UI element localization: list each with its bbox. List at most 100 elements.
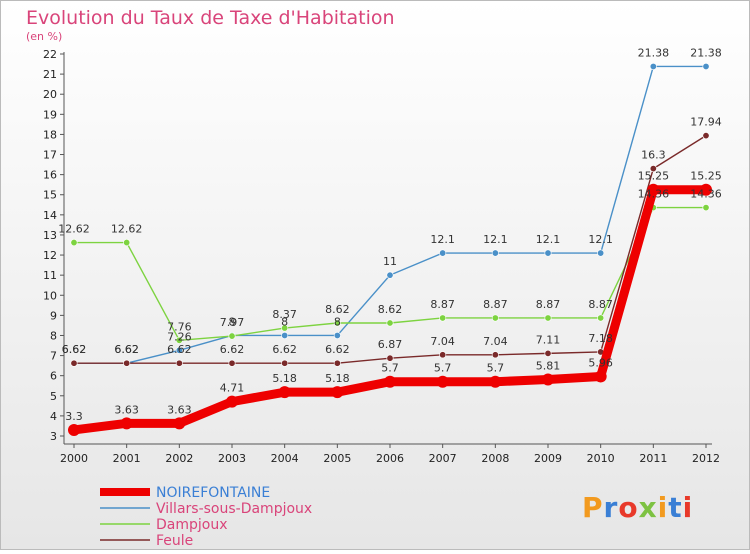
y-tick-label: 17 <box>43 149 57 162</box>
data-point-villars-sous-dampjoux <box>333 331 341 339</box>
x-tick-label: 2000 <box>60 452 88 465</box>
data-label-villars-sous-dampjoux: 12.1 <box>430 233 455 246</box>
data-label-feule: 7.18 <box>588 332 613 345</box>
data-label-dampjoux: 8.62 <box>325 303 350 316</box>
y-tick-label: 21 <box>43 68 57 81</box>
data-label-noirefontaine: 3.3 <box>65 410 83 423</box>
data-point-feule <box>333 359 341 367</box>
data-label-feule: 7.04 <box>483 335 508 348</box>
data-label-noirefontaine: 5.7 <box>381 362 399 375</box>
data-point-dampjoux <box>491 314 499 322</box>
legend-label: Dampjoux <box>156 517 228 533</box>
y-tick-label: 16 <box>43 169 57 182</box>
data-point-feule <box>228 359 236 367</box>
data-label-dampjoux: 8.87 <box>536 298 561 311</box>
legend-label: Feule <box>156 533 193 549</box>
data-point-feule <box>649 165 657 173</box>
x-tick-label: 2012 <box>692 452 720 465</box>
data-label-dampjoux: 12.62 <box>58 223 90 236</box>
y-tick-label: 4 <box>50 410 57 423</box>
series-layer <box>68 62 712 436</box>
x-tick-label: 2008 <box>481 452 509 465</box>
data-point-noirefontaine <box>436 375 449 388</box>
data-point-villars-sous-dampjoux <box>281 331 289 339</box>
data-point-noirefontaine <box>384 375 396 388</box>
data-point-dampjoux <box>544 314 552 322</box>
data-point-noirefontaine <box>120 417 133 430</box>
data-point-noirefontaine <box>173 417 186 430</box>
data-label-villars-sous-dampjoux: 12.1 <box>588 233 613 246</box>
data-point-noirefontaine <box>647 183 660 196</box>
data-point-villars-sous-dampjoux <box>491 249 499 257</box>
data-point-villars-sous-dampjoux <box>386 271 394 279</box>
data-point-dampjoux <box>281 324 289 332</box>
y-tick-label: 7 <box>50 350 57 363</box>
data-label-feule: 6.87 <box>378 338 403 351</box>
data-point-dampjoux <box>123 239 131 247</box>
x-tick-label: 2004 <box>271 452 299 465</box>
y-tick-label: 15 <box>43 189 57 202</box>
data-label-noirefontaine: 5.18 <box>272 372 297 385</box>
data-label-dampjoux: 8.87 <box>483 298 508 311</box>
data-point-noirefontaine <box>331 386 344 399</box>
data-point-dampjoux <box>386 319 394 327</box>
legend-label: Villars-sous-Dampjoux <box>156 501 312 517</box>
chart-subtitle: (en %) <box>26 30 62 43</box>
x-tick-label: 2010 <box>587 452 615 465</box>
y-tick-label: 11 <box>43 269 57 282</box>
data-label-dampjoux: 8.87 <box>588 298 613 311</box>
data-point-villars-sous-dampjoux <box>544 249 552 257</box>
data-label-noirefontaine: 4.71 <box>220 382 245 395</box>
data-label-villars-sous-dampjoux: 12.1 <box>483 233 508 246</box>
x-tick-label: 2007 <box>429 452 457 465</box>
data-label-villars-sous-dampjoux: 8 <box>334 315 341 328</box>
data-point-noirefontaine <box>226 395 238 408</box>
y-tick-label: 20 <box>43 88 57 101</box>
x-tick-label: 2009 <box>534 452 562 465</box>
data-point-feule <box>175 359 183 367</box>
y-tick-label: 5 <box>50 390 57 403</box>
data-point-dampjoux <box>70 239 78 247</box>
data-point-noirefontaine <box>700 183 712 196</box>
data-label-dampjoux: 7.76 <box>167 320 192 333</box>
proxiti-logo: Proxiti <box>582 491 692 524</box>
data-label-noirefontaine: 3.63 <box>167 403 192 416</box>
y-tick-label: 8 <box>50 329 57 342</box>
y-tick-label: 22 <box>43 48 57 61</box>
data-label-dampjoux: 8.87 <box>430 298 455 311</box>
data-point-feule <box>702 132 710 140</box>
data-point-feule <box>70 359 78 367</box>
data-label-feule: 16.3 <box>641 149 666 162</box>
legend: NOIREFONTAINEVillars-sous-DampjouxDampjo… <box>100 485 312 549</box>
data-label-noirefontaine: 5.96 <box>588 356 613 369</box>
data-label-feule: 7.11 <box>536 333 561 346</box>
data-point-dampjoux <box>597 314 605 322</box>
y-tick-label: 3 <box>50 430 57 443</box>
data-point-dampjoux <box>333 319 341 327</box>
data-label-feule: 6.62 <box>62 343 87 356</box>
data-label-feule: 7.04 <box>430 335 455 348</box>
data-label-villars-sous-dampjoux: 12.1 <box>536 233 561 246</box>
axes: 3 4 5 6 7 8 9 10 11 12 13 14 15 16 17 18 19 20 21 22 2000 200… <box>43 48 720 465</box>
data-point-dampjoux <box>175 336 183 344</box>
data-label-dampjoux: 14.36 <box>690 188 722 201</box>
legend-label: NOIREFONTAINE <box>156 485 270 501</box>
data-label-dampjoux: 7.97 <box>220 316 245 329</box>
data-label-feule: 6.62 <box>220 343 245 356</box>
x-tick-label: 2001 <box>113 452 141 465</box>
data-label-dampjoux: 12.62 <box>111 223 143 236</box>
chart-title: Evolution du Taux de Taxe d'Habitation <box>26 7 395 29</box>
data-label-noirefontaine: 3.63 <box>114 403 139 416</box>
data-point-dampjoux <box>439 314 447 322</box>
y-tick-label: 18 <box>43 128 57 141</box>
x-tick-label: 2011 <box>639 452 667 465</box>
data-point-feule <box>386 354 394 362</box>
data-label-noirefontaine: 5.7 <box>434 362 452 375</box>
data-label-feule: 6.62 <box>325 343 350 356</box>
data-point-noirefontaine <box>278 386 291 399</box>
data-label-villars-sous-dampjoux: 21.38 <box>638 46 670 59</box>
data-point-villars-sous-dampjoux <box>649 62 657 70</box>
